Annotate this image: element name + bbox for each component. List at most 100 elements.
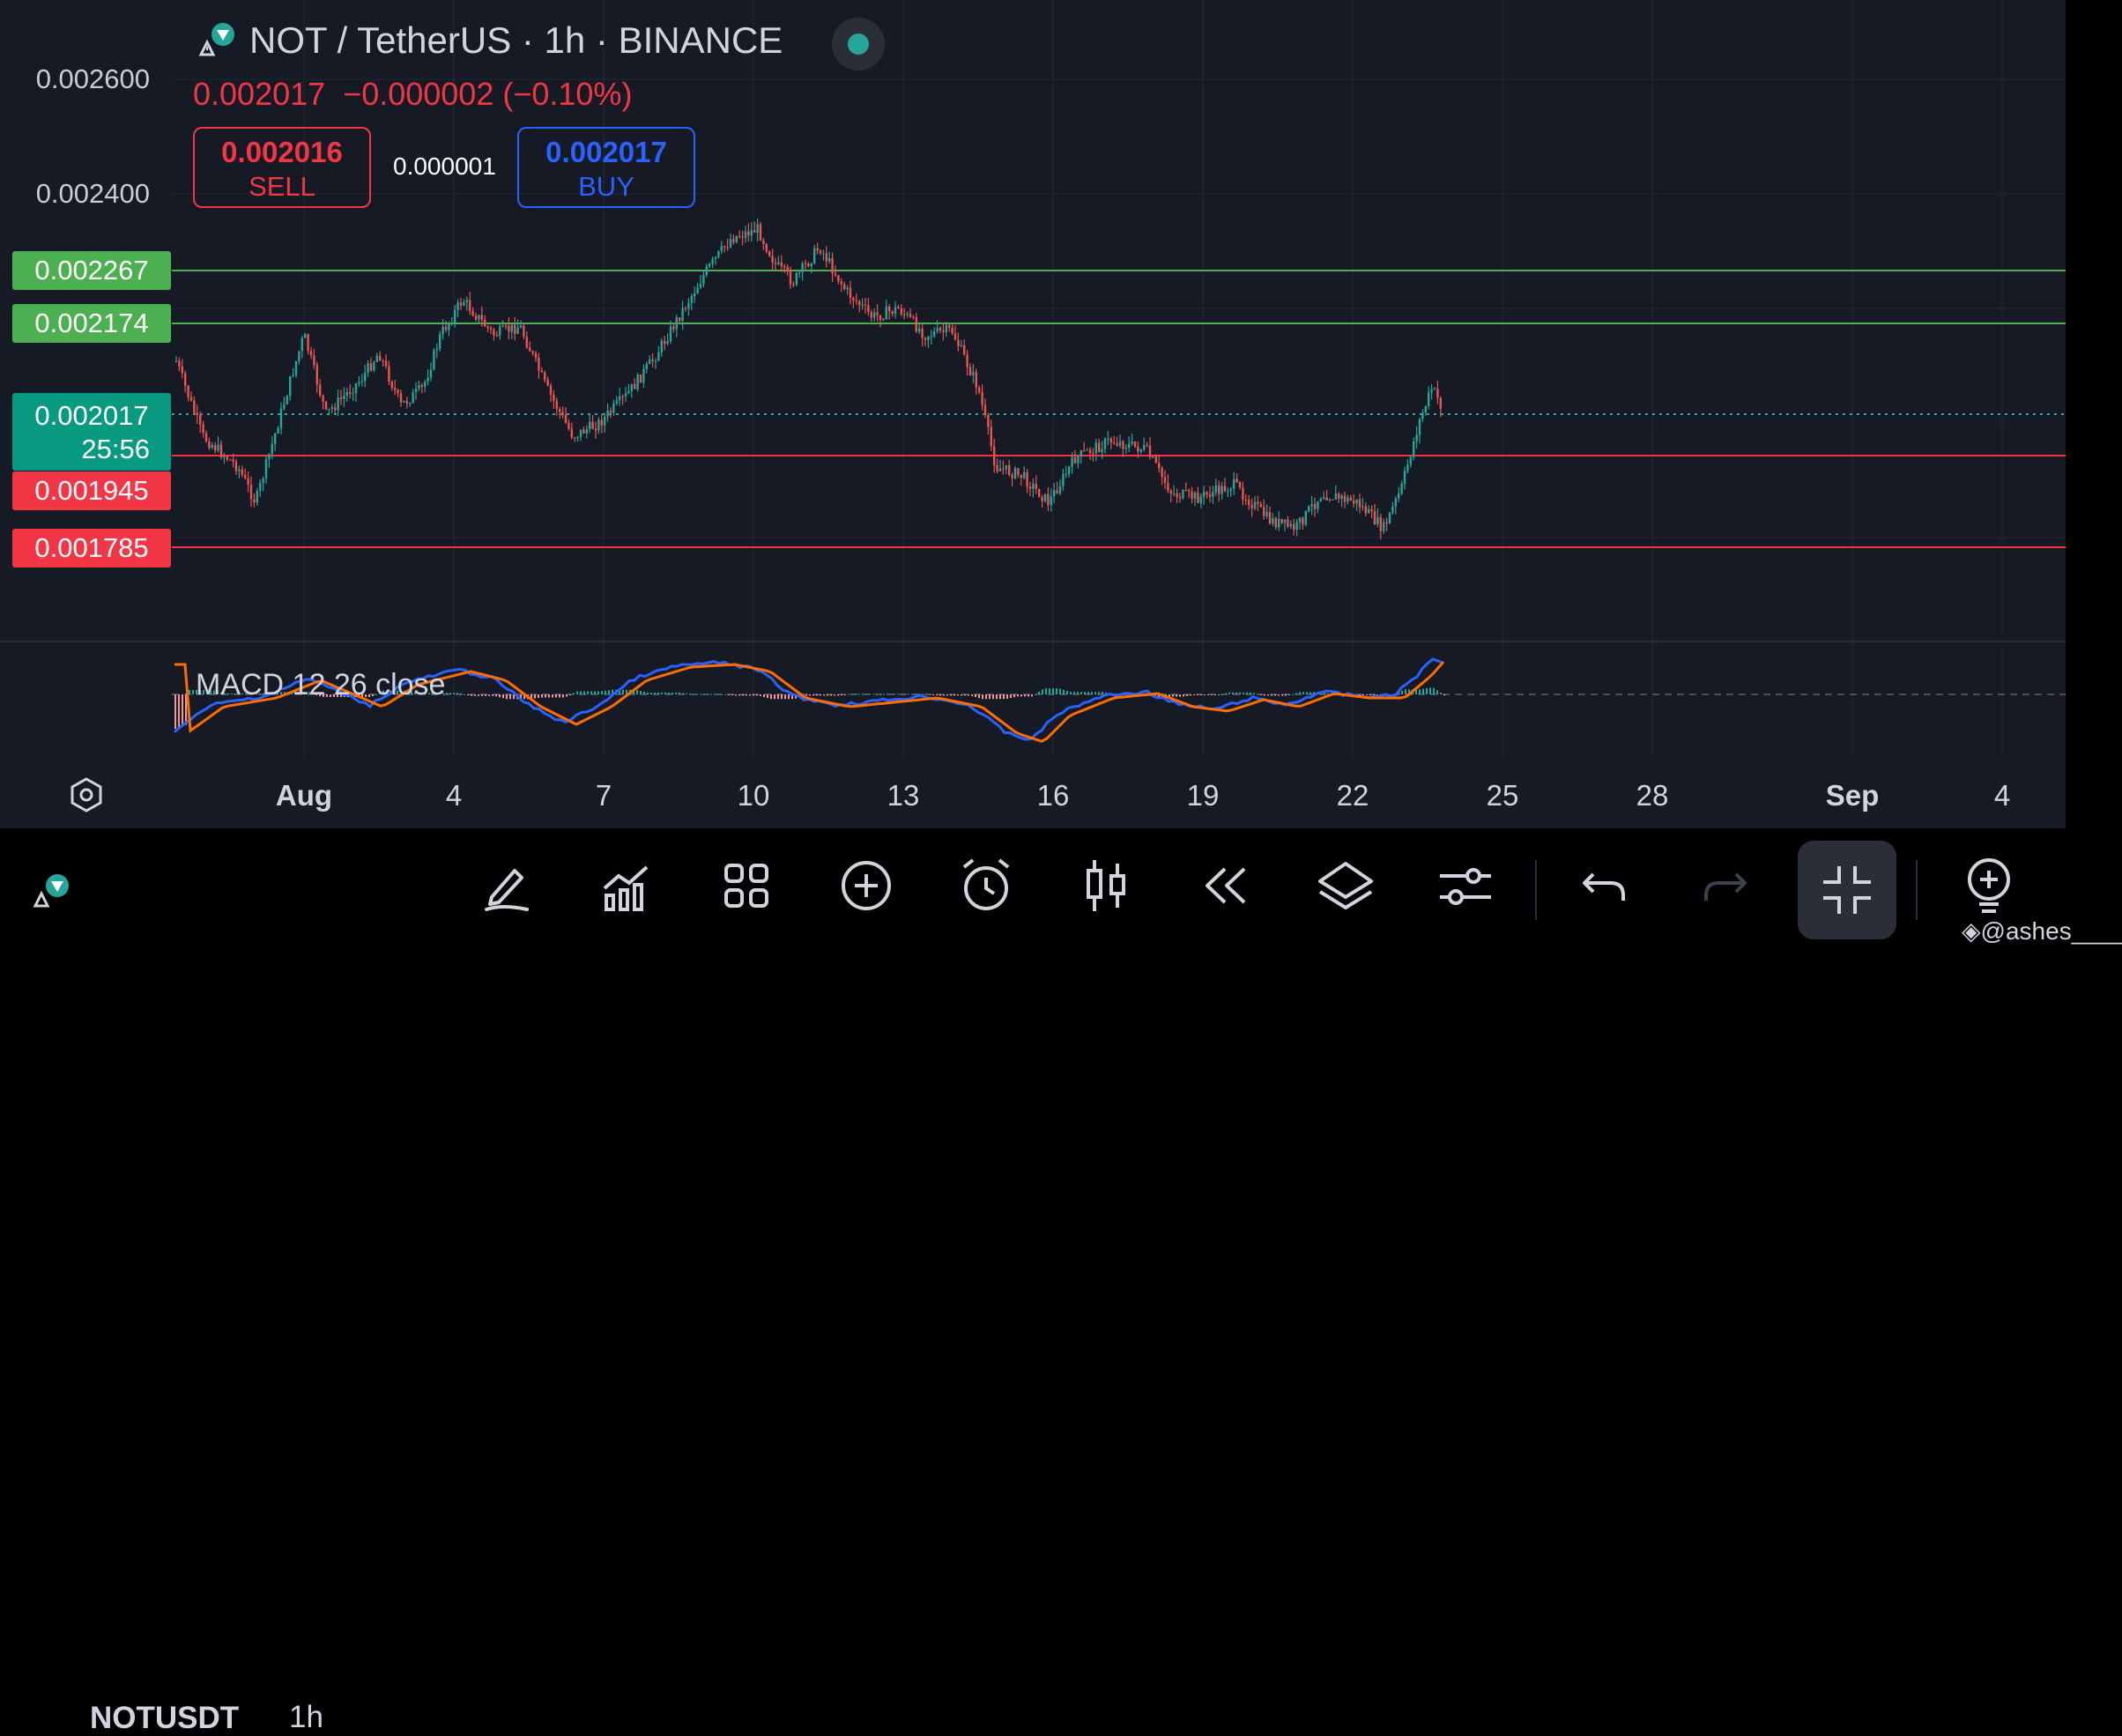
idea-bulb-icon[interactable] [1958,855,2020,916]
level-label-resistance-2[interactable]: 0.002174 [12,304,171,343]
macd-histogram-bar [333,694,335,697]
candle-body [1038,488,1041,498]
candle-body [315,365,318,385]
macd-histogram-bar [432,693,434,694]
fullscreen-toggle-button[interactable] [1798,841,1896,939]
candle-body [843,284,846,289]
candle-body [1415,434,1418,441]
candle-body [1373,511,1376,525]
candle-body [651,360,654,361]
macd-histogram-bar [975,694,976,698]
candle-body [1208,494,1212,497]
price-axis-label: 0.002400 [35,178,150,209]
pencil-icon[interactable] [476,855,538,916]
macd-histogram-bar [555,694,557,698]
macd-histogram-bar [488,694,490,696]
indicators-icon[interactable] [596,855,657,916]
candle-body [936,328,939,332]
candle-body [747,231,750,236]
candle-body [897,307,900,309]
settings-sliders-icon[interactable] [1435,855,1496,916]
candle-body [1073,456,1077,464]
candle-body [405,400,408,404]
candle-body [813,248,816,263]
candle-body [1011,474,1013,479]
macd-histogram-bar [1024,694,1026,697]
interval-button[interactable]: 1h [289,1700,323,1734]
macd-histogram-bar [724,694,726,695]
macd-histogram-bar [664,692,666,694]
macd-legend[interactable]: MACD 12 26 close [196,668,446,701]
undo-icon[interactable] [1574,855,1636,916]
macd-histogram-bar [671,692,673,694]
candles-icon[interactable] [1075,855,1137,916]
macd-histogram-bar [731,694,733,695]
chart-pane[interactable]: 0.002600 0.002400 0.002267 0.002174 0.00… [0,0,2066,828]
symbol-name[interactable]: NOTUSDT [90,1701,240,1735]
macd-histogram-bar [1045,688,1047,694]
macd-histogram-bar [1020,694,1022,697]
level-label-support-1[interactable]: 0.001945 [12,471,171,510]
candle-body [429,369,433,378]
plus-circle-icon[interactable] [835,855,897,916]
sell-label: SELL [249,171,315,202]
level-label-resistance-1[interactable]: 0.002267 [12,251,171,290]
candle-body [1122,441,1124,449]
macd-histogram-bar [841,694,842,695]
macd-histogram-bar [481,694,483,696]
watermark-text: @ashes____ [1980,917,2122,945]
macd-histogram-bar [1073,692,1075,694]
candle-body [1428,392,1430,406]
candle-body [1167,482,1169,491]
level-label-support-2[interactable]: 0.001785 [12,529,171,568]
redo-icon[interactable] [1694,855,1755,916]
market-status-icon[interactable] [832,18,885,70]
sell-button[interactable]: 0.002016 SELL [193,127,371,208]
time-axis-label: 13 [887,779,920,812]
macd-histogram-bar [820,694,821,696]
macd-histogram-bar [323,694,324,697]
layers-icon[interactable] [1315,855,1376,916]
candle-body [822,253,825,255]
candle-body [1263,507,1265,516]
macd-histogram-bar [1429,687,1431,694]
candle-body [187,385,189,397]
macd-histogram-bar [1369,694,1371,695]
candle-body [394,388,397,390]
chart-title[interactable]: NOT / TetherUS · 1h · BINANCE [249,19,783,61]
macd-histogram-bar [612,689,613,694]
candle-body [540,370,543,373]
candle-body [454,309,456,323]
collapse-icon [1823,866,1871,914]
candle-body [193,400,196,413]
candle-body [262,479,264,483]
macd-histogram-bar [386,690,388,694]
grid-icon[interactable] [716,855,777,916]
candle-body [349,392,352,394]
candle-body [660,340,663,352]
replay-icon[interactable] [1195,855,1257,916]
macd-histogram-bar [978,694,980,699]
buy-button[interactable]: 0.002017 BUY [517,127,695,208]
candle-body [987,414,990,427]
alarm-icon[interactable] [955,855,1017,916]
candle-body [555,400,558,410]
candle-body [765,243,768,252]
time-axis-label: 4 [445,779,463,812]
macd-histogram-bar [968,694,969,696]
chart-settings-icon[interactable] [67,775,106,814]
candle-body [786,267,789,272]
symbol-search-button[interactable] [32,871,243,924]
candle-body [1206,492,1208,495]
macd-histogram-bar [407,691,409,694]
candle-body [666,341,669,344]
candle-body [900,308,902,315]
candle-body [1184,490,1187,492]
candle-body [1169,490,1172,494]
candle-body [1347,497,1349,502]
candle-body [1109,438,1112,443]
candle-body [990,427,992,447]
price-chart[interactable] [0,0,2066,828]
candle-body [1304,510,1307,525]
candle-body [574,437,576,439]
